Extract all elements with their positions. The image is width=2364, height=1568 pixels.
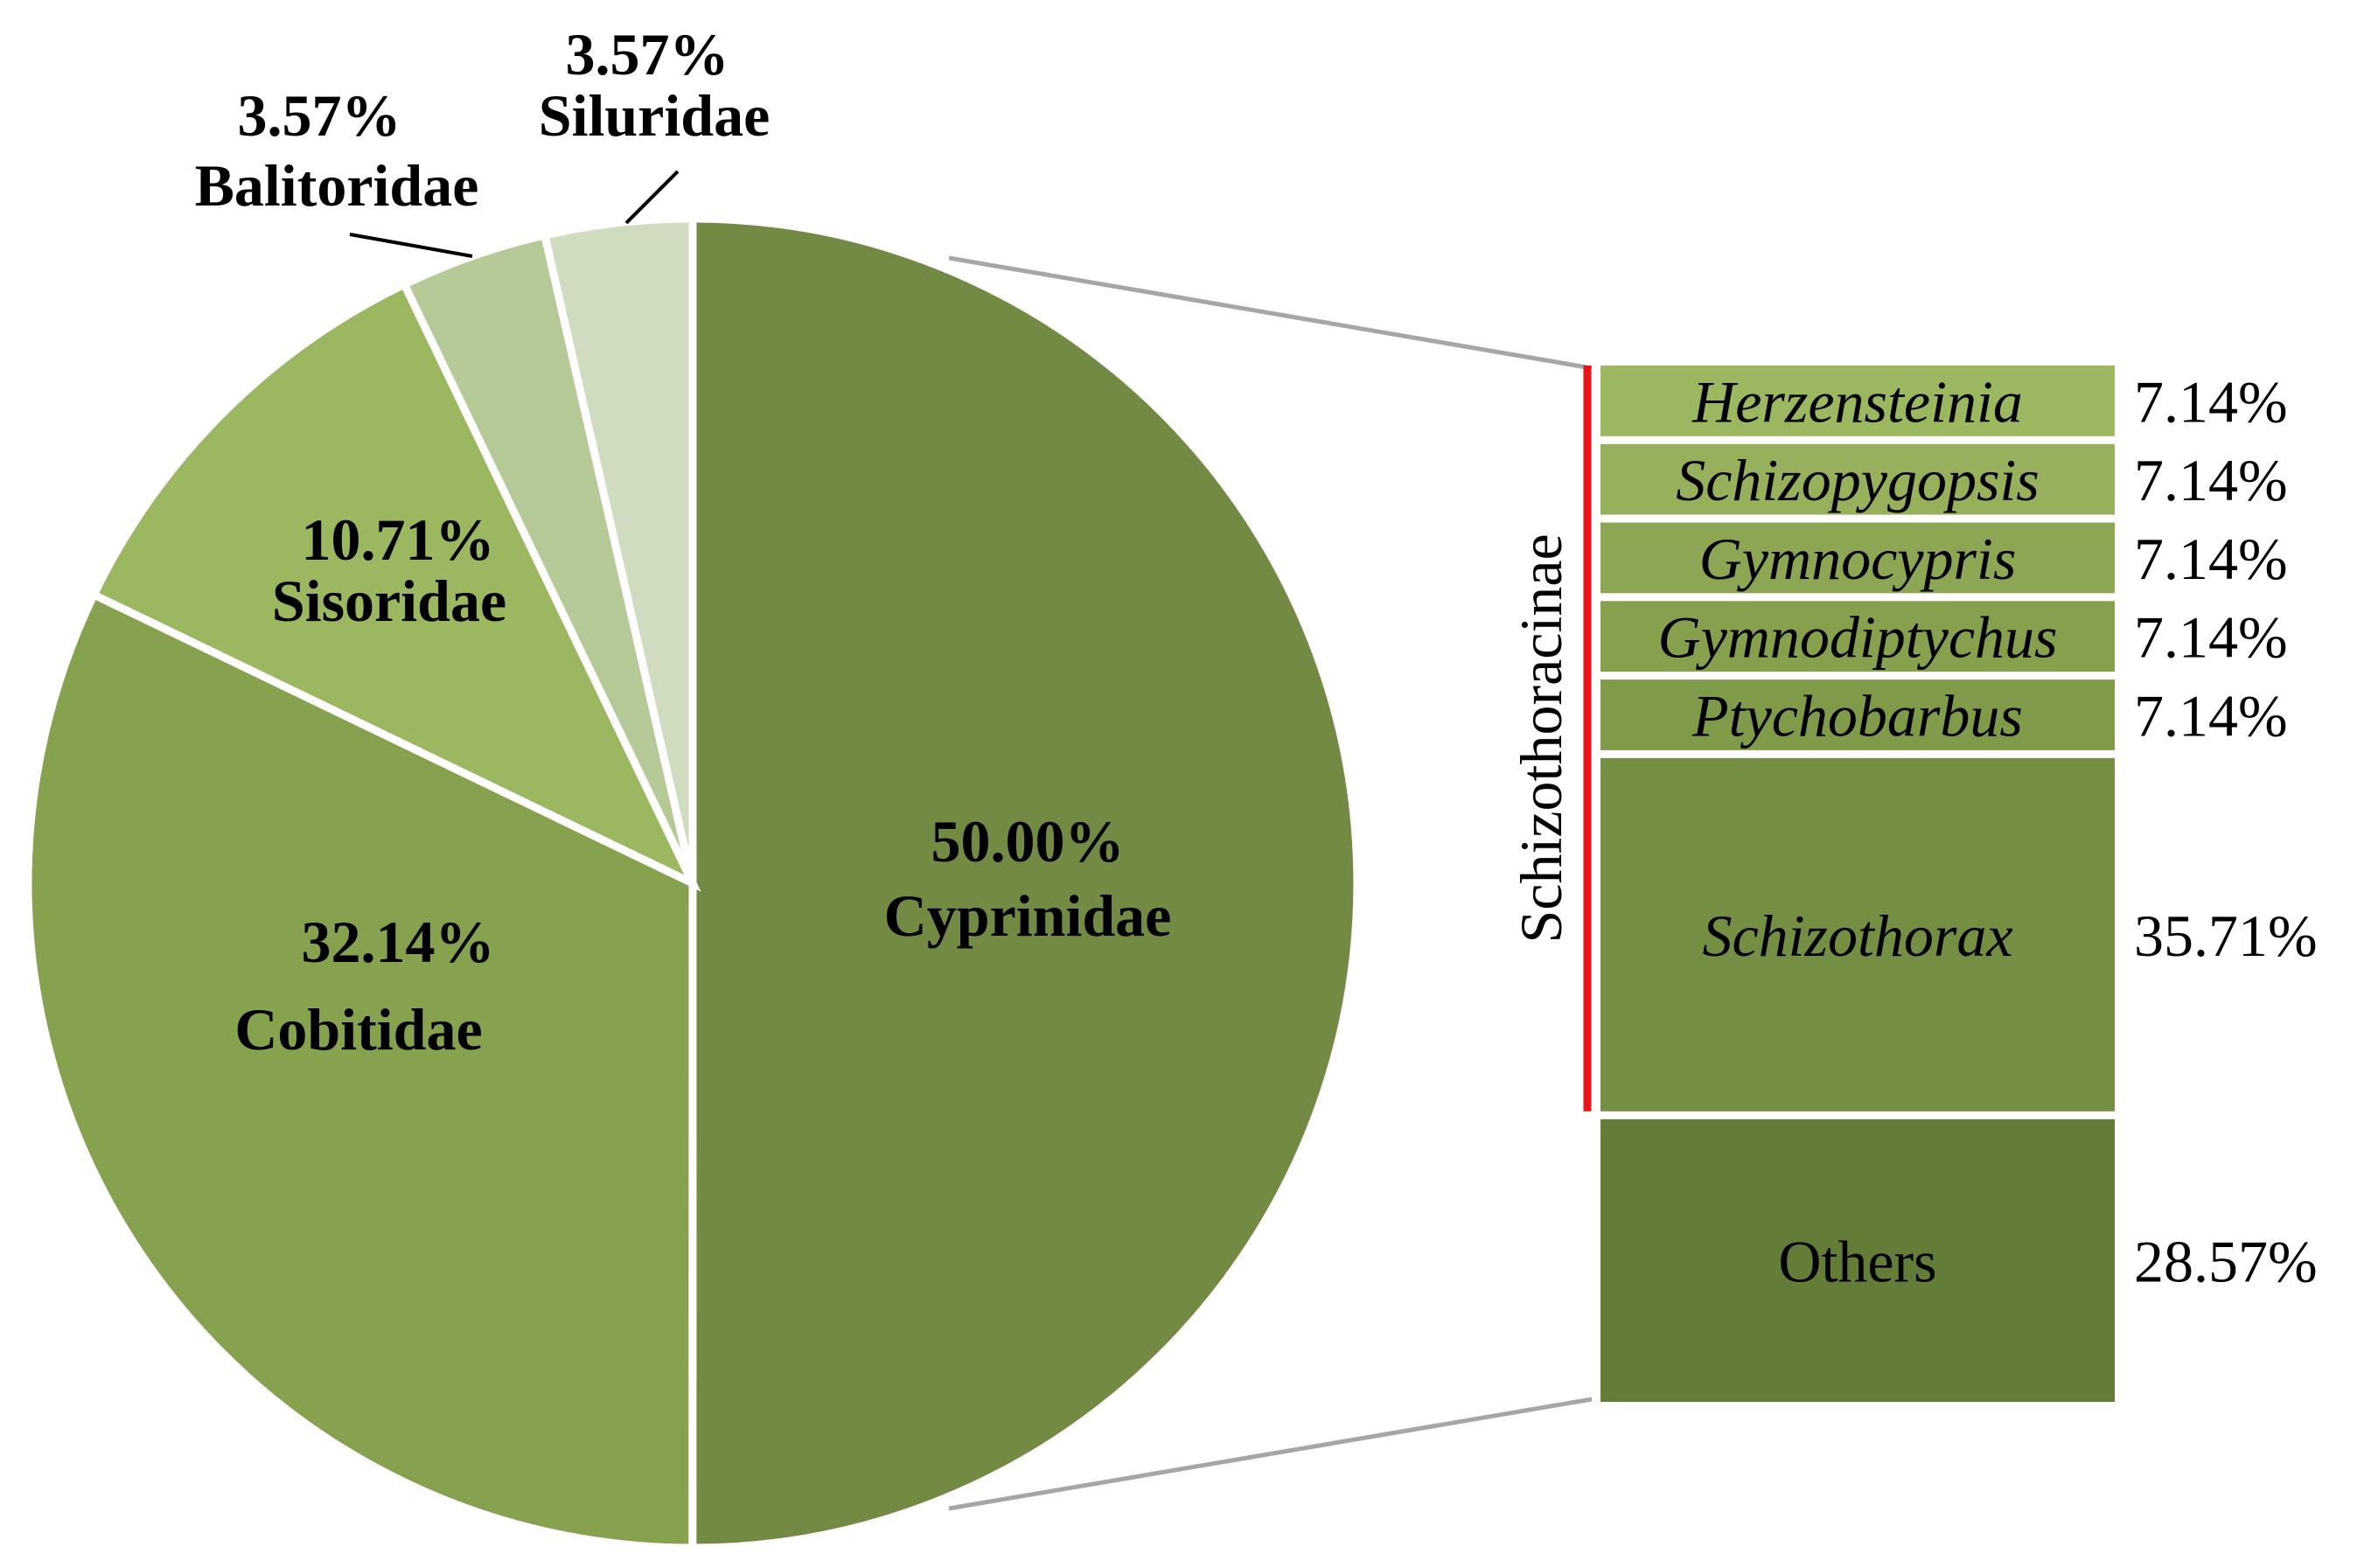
pie-label-name-siluridae: Siluridae (539, 82, 771, 149)
pie-slice-cobitidae (24, 589, 697, 1552)
bar-segment-gymnocypris (1600, 522, 2115, 594)
bar-segment-gymnodiptychus (1600, 601, 2115, 672)
leader-line-balitoridae (349, 233, 473, 258)
pie (24, 214, 1362, 1552)
bar-label-name-schizopygopsis: Schizopygopsis (1676, 447, 2040, 513)
bar-segment-schizopygopsis (1600, 443, 2115, 515)
leader-line-siluridae (624, 170, 680, 225)
bar-label-value-gymnocypris: 7.14% (2134, 526, 2288, 592)
connector-line-top (948, 255, 1593, 371)
pie-label-value-cobitidae: 32.14% (302, 909, 495, 975)
group-bracket: Schizothoracinae (1508, 366, 1592, 1112)
bar-segment-others (1600, 1119, 2115, 1402)
bar-label-value-herzensteinia: 7.14% (2134, 368, 2288, 435)
bar-label-value-schizopygopsis: 7.14% (2134, 447, 2288, 513)
bar-label-name-gymnocypris: Gymnocypris (1699, 526, 2017, 592)
pie-slice-cyprinidae (688, 214, 1362, 1552)
bar-segment-herzensteinia (1600, 366, 2115, 436)
bar-label-name-schizothorax: Schizothorax (1702, 902, 2012, 969)
bar-label-value-schizothorax: 35.71% (2134, 902, 2318, 969)
bar-label-name-others: Others (1778, 1228, 1936, 1294)
bar-label-value-ptychobarbus: 7.14% (2134, 682, 2288, 749)
bar-labels: Herzensteinia 7.14% Schizopygopsis 7.14% Gym… (1657, 368, 2317, 1294)
bar-label-name-ptychobarbus: Ptychobarbus (1691, 682, 2023, 749)
connector-lines (948, 255, 1593, 1511)
connector-line-bottom (948, 1397, 1593, 1511)
group-label: Schizothoracinae (1508, 533, 1574, 943)
bar-label-name-gymnodiptychus: Gymnodiptychus (1657, 604, 2057, 671)
pie-slice-siluridae (540, 214, 697, 885)
pie-label-name-balitoridae: Balitoridae (195, 152, 479, 219)
bar-label-value-others: 28.57% (2134, 1228, 2318, 1294)
pie-slice-sisoridae (88, 279, 701, 892)
bar-label-name-herzensteinia: Herzensteinia (1691, 368, 2023, 435)
pie-label-name-cobitidae: Cobitidae (234, 996, 482, 1063)
bar-label-value-gymnodiptychus: 7.14% (2134, 604, 2288, 671)
pie-label-value-balitoridae: 3.57% (238, 82, 401, 149)
pie-label-value-sisoridae: 10.71% (302, 506, 495, 573)
pie-label-value-cyprinidae: 50.00% (931, 808, 1125, 875)
bar-stack (1600, 366, 2115, 1402)
bar-segment-ptychobarbus (1600, 679, 2115, 750)
pie-label-name-cyprinidae: Cyprinidae (884, 882, 1172, 949)
bar-segment-schizothorax (1600, 757, 2115, 1112)
pie-label-name-sisoridae: Sisoridae (272, 568, 506, 634)
pie-label-value-siluridae: 3.57% (566, 21, 729, 87)
pie-labels: 50.00% Cyprinidae 32.14% Cobitidae 10.71%Sis… (195, 21, 1172, 1063)
